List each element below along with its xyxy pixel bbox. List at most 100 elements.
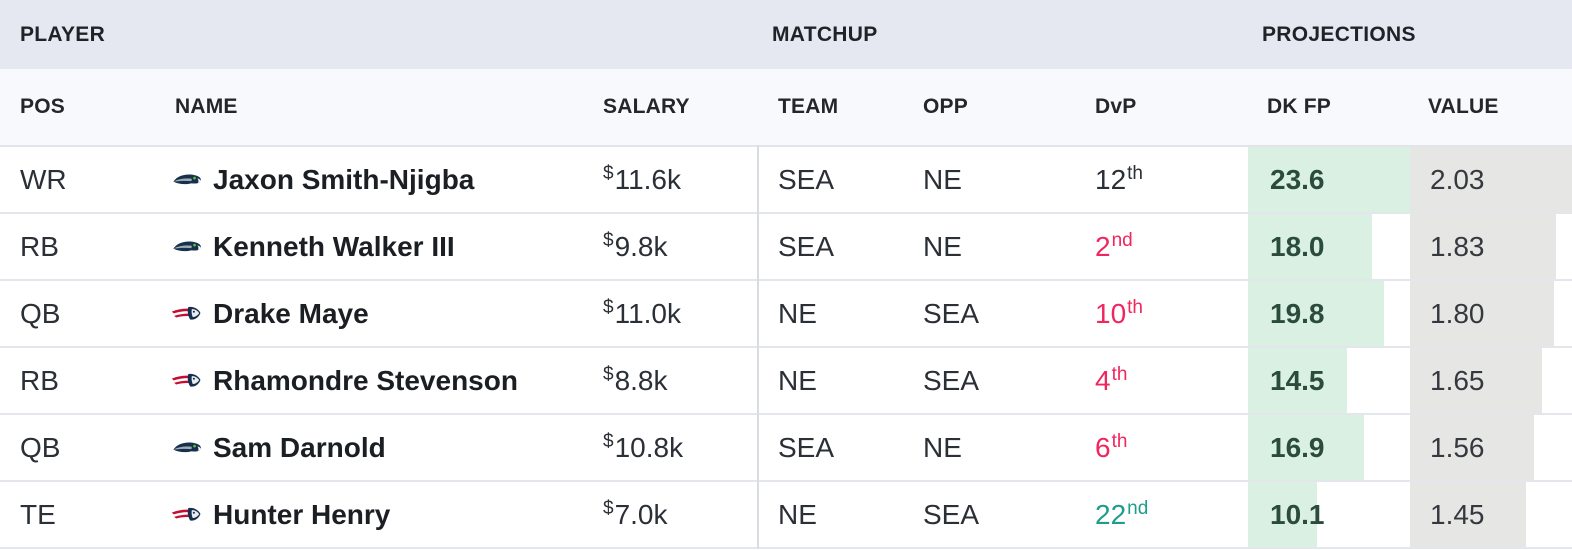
dk-fp-cell: 18.0 [1248, 214, 1410, 279]
column-divider [757, 346, 759, 415]
dk-fp-bar [1248, 415, 1364, 480]
column-header-dk-fp[interactable]: DK FP [1267, 95, 1331, 118]
dk-fp-value: 10.1 [1270, 499, 1325, 530]
value-bar [1410, 214, 1556, 279]
player-row[interactable]: RB Rhamondre Stevenson $8.8k NE SEA 4th 14.5 1.… [0, 346, 1572, 415]
patriots-logo-icon [171, 348, 203, 413]
dk-fp-bar [1248, 348, 1348, 413]
ordinal-suffix: nd [1127, 498, 1149, 519]
dk-fp-cell: 23.6 [1248, 147, 1410, 212]
position-cell: QB [20, 432, 61, 463]
position-cell: WR [20, 164, 67, 195]
value-cell: 1.80 [1410, 281, 1572, 346]
ordinal-suffix: th [1127, 297, 1144, 318]
dvp-rank-cell: 12th [1095, 163, 1144, 195]
opponent-cell: NE [923, 164, 962, 195]
currency-symbol: $ [603, 297, 614, 318]
ordinal-suffix: nd [1111, 230, 1133, 251]
column-header-row: POS NAME SALARY TEAM OPP DvP DK FP VALUE [0, 69, 1572, 147]
value-cell: 1.45 [1410, 482, 1572, 547]
column-divider [757, 212, 759, 281]
salary-cell: $8.8k [603, 364, 668, 396]
column-header-dvp[interactable]: DvP [1095, 95, 1137, 118]
dvp-rank-cell: 10th [1095, 297, 1144, 329]
player-name: Jaxon Smith-Njigba [213, 164, 475, 195]
position-cell: TE [20, 499, 56, 530]
dvp-rank-cell: 2nd [1095, 230, 1133, 262]
opponent-cell: SEA [923, 365, 980, 396]
value-value: 1.65 [1430, 365, 1485, 396]
dk-fp-value: 18.0 [1270, 231, 1325, 262]
column-divider [757, 413, 759, 482]
dk-fp-value: 16.9 [1270, 432, 1325, 463]
currency-symbol: $ [603, 364, 614, 385]
column-header-team[interactable]: TEAM [778, 95, 839, 118]
dk-fp-cell: 14.5 [1248, 348, 1410, 413]
dvp-rank-cell: 6th [1095, 431, 1128, 463]
table-body: WR Jaxon Smith-Njigba $11.6k SEA NE 12th 23.6 2… [0, 145, 1572, 549]
patriots-logo-icon [171, 482, 203, 547]
column-header-pos[interactable]: POS [20, 95, 65, 118]
value-bar [1410, 348, 1542, 413]
team-cell: NE [778, 365, 817, 396]
team-cell: NE [778, 298, 817, 329]
dvp-rank-cell: 22nd [1095, 498, 1149, 530]
salary-cell: $11.0k [603, 297, 681, 329]
dk-fp-bar [1248, 214, 1372, 279]
value-bar [1410, 415, 1535, 480]
team-cell: SEA [778, 231, 835, 262]
dk-fp-cell: 16.9 [1248, 415, 1410, 480]
dk-fp-cell: 10.1 [1248, 482, 1410, 547]
team-cell: SEA [778, 432, 835, 463]
value-cell: 2.03 [1410, 147, 1572, 212]
opponent-cell: SEA [923, 298, 980, 329]
value-value: 1.83 [1430, 231, 1485, 262]
ordinal-suffix: th [1111, 431, 1128, 452]
ordinal-suffix: th [1127, 163, 1144, 184]
opponent-cell: NE [923, 231, 962, 262]
dk-fp-bar [1248, 482, 1318, 547]
column-header-name[interactable]: NAME [175, 95, 238, 118]
dk-fp-value: 23.6 [1270, 164, 1325, 195]
seahawks-logo-icon [171, 415, 203, 480]
player-name: Rhamondre Stevenson [213, 365, 518, 396]
group-header-matchup: MATCHUP [772, 23, 878, 46]
ordinal-suffix: th [1111, 364, 1128, 385]
patriots-logo-icon [171, 281, 203, 346]
opponent-cell: NE [923, 432, 962, 463]
position-cell: RB [20, 231, 59, 262]
column-header-salary[interactable]: SALARY [603, 95, 690, 118]
column-divider [757, 145, 759, 214]
value-bar [1410, 147, 1572, 212]
dk-fp-cell: 19.8 [1248, 281, 1410, 346]
player-name: Kenneth Walker III [213, 231, 455, 262]
player-row[interactable]: TE Hunter Henry $7.0k NE SEA 22nd 10.1 1.45 [0, 480, 1572, 549]
player-row[interactable]: QB Sam Darnold $10.8k SEA NE 6th 16.9 1.56 [0, 413, 1572, 482]
salary-cell: $7.0k [603, 498, 668, 530]
column-header-value[interactable]: VALUE [1428, 95, 1499, 118]
player-row[interactable]: RB Kenneth Walker III $9.8k SEA NE 2nd 18.0 1.8… [0, 212, 1572, 281]
position-cell: QB [20, 298, 61, 329]
dvp-rank-cell: 4th [1095, 364, 1128, 396]
group-header-projections: PROJECTIONS [1262, 23, 1416, 46]
currency-symbol: $ [603, 163, 614, 184]
value-value: 2.03 [1430, 164, 1485, 195]
team-cell: NE [778, 499, 817, 530]
salary-cell: $11.6k [603, 163, 681, 195]
player-row[interactable]: QB Drake Maye $11.0k NE SEA 10th 19.8 1.80 [0, 279, 1572, 348]
value-cell: 1.83 [1410, 214, 1572, 279]
salary-cell: $10.8k [603, 431, 684, 463]
group-header-row: PLAYER MATCHUP PROJECTIONS [0, 0, 1572, 69]
column-divider [757, 279, 759, 348]
dk-fp-value: 14.5 [1270, 365, 1325, 396]
value-value: 1.45 [1430, 499, 1485, 530]
seahawks-logo-icon [171, 147, 203, 212]
currency-symbol: $ [603, 431, 614, 452]
player-row[interactable]: WR Jaxon Smith-Njigba $11.6k SEA NE 12th 23.6 2… [0, 145, 1572, 214]
value-value: 1.80 [1430, 298, 1485, 329]
dk-fp-bar [1248, 147, 1410, 212]
column-header-opp[interactable]: OPP [923, 95, 968, 118]
team-cell: SEA [778, 164, 835, 195]
dk-fp-value: 19.8 [1270, 298, 1325, 329]
